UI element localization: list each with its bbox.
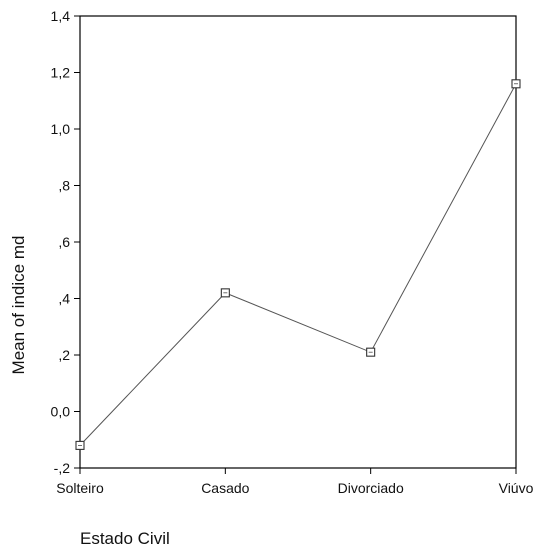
y-tick-label: 0,0 bbox=[51, 404, 71, 420]
series-line bbox=[79, 83, 517, 446]
x-tick-label: Solteiro bbox=[56, 480, 104, 496]
y-tick-label: -,2 bbox=[54, 460, 71, 476]
plot-frame bbox=[79, 15, 517, 469]
y-tick-label: 1,2 bbox=[51, 65, 71, 81]
y-tick-label: 1,4 bbox=[51, 8, 71, 24]
y-tick-label: ,8 bbox=[58, 178, 70, 194]
y-axis-title: Mean of indice md bbox=[9, 236, 28, 375]
y-axis-ticks: -,2 0,0 ,2 ,4 ,6 ,8 1,0 1,2 1,4 bbox=[51, 8, 80, 476]
y-tick-label: 1,0 bbox=[51, 121, 71, 137]
x-axis-ticks: Solteiro Casado Divorciado Viúvo bbox=[56, 468, 534, 496]
y-tick-label: ,6 bbox=[58, 234, 70, 250]
y-tick-label: ,2 bbox=[58, 347, 70, 363]
x-tick-label: Divorciado bbox=[338, 480, 404, 496]
x-tick-label: Viúvo bbox=[499, 480, 534, 496]
y-tick-label: ,4 bbox=[58, 291, 70, 307]
plot-border bbox=[79, 15, 517, 469]
series bbox=[75, 79, 521, 450]
x-axis-title: Estado Civil bbox=[80, 529, 170, 548]
x-tick-label: Casado bbox=[201, 480, 249, 496]
